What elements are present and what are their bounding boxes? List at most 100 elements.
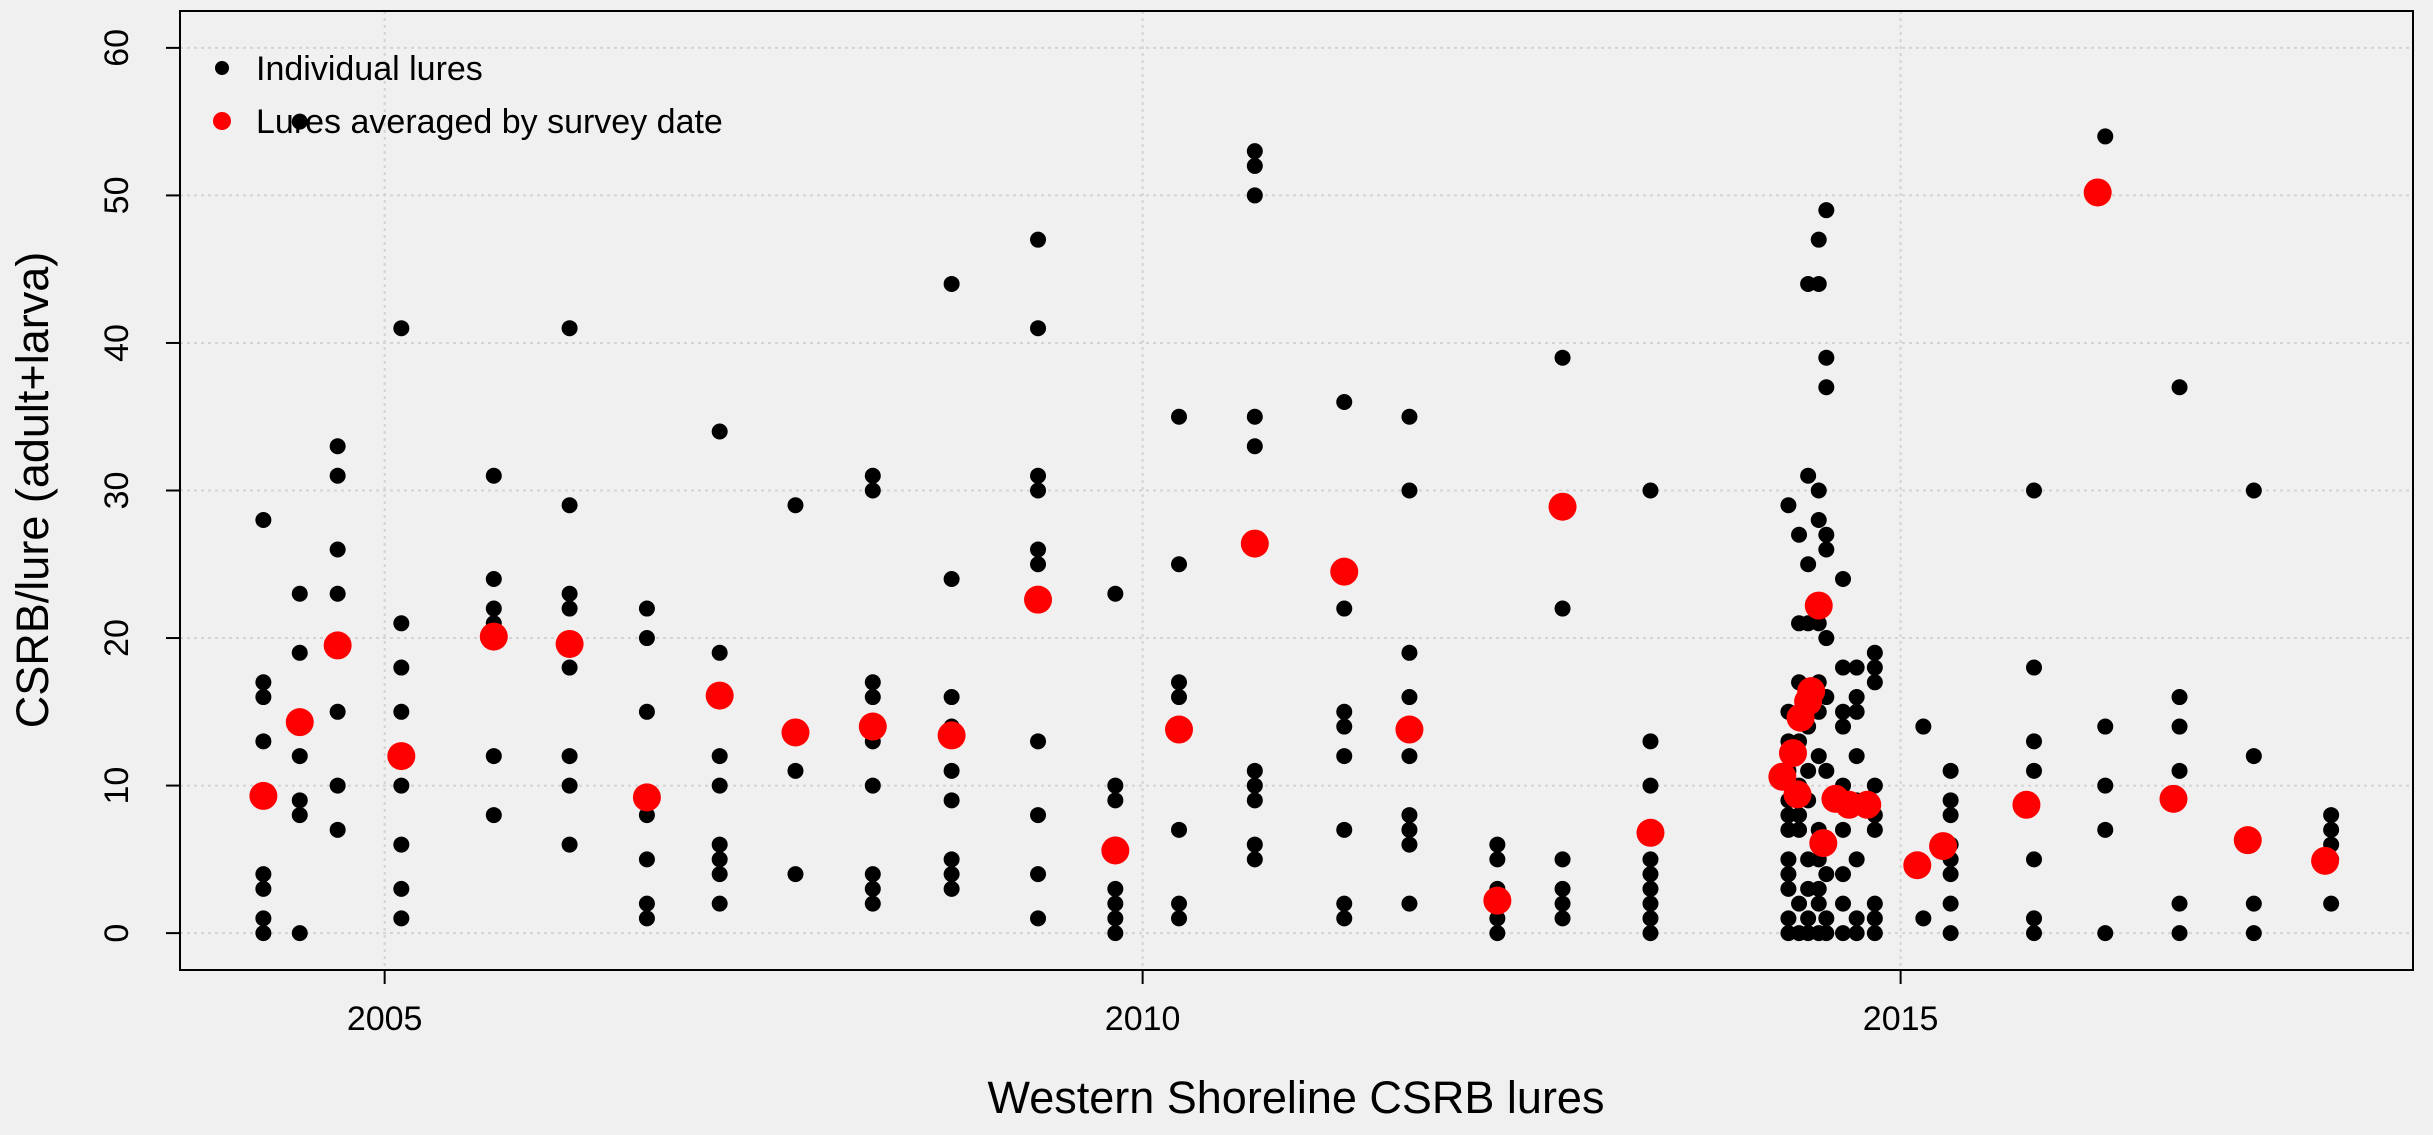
point xyxy=(255,674,272,691)
point xyxy=(1810,231,1827,248)
point xyxy=(329,777,346,794)
point xyxy=(329,438,346,455)
point xyxy=(1866,821,1883,838)
point xyxy=(1810,895,1827,912)
point xyxy=(1246,762,1263,779)
point xyxy=(638,851,655,868)
point xyxy=(781,718,810,747)
point xyxy=(1642,895,1659,912)
point xyxy=(1848,659,1865,676)
point xyxy=(711,423,728,440)
point xyxy=(1336,821,1353,838)
point xyxy=(387,742,416,771)
point xyxy=(1336,718,1353,735)
point xyxy=(1866,659,1883,676)
point xyxy=(2026,925,2043,942)
point xyxy=(1401,482,1418,499)
point xyxy=(1853,790,1882,819)
point xyxy=(1866,895,1883,912)
point xyxy=(1030,541,1047,558)
point xyxy=(1942,807,1959,824)
point xyxy=(1401,836,1418,853)
point xyxy=(1866,925,1883,942)
point xyxy=(1030,556,1047,573)
point xyxy=(1848,925,1865,942)
point xyxy=(1780,910,1797,927)
point xyxy=(1489,910,1506,927)
point xyxy=(2323,821,2340,838)
point xyxy=(2097,925,2114,942)
point xyxy=(291,792,308,809)
point xyxy=(1642,777,1659,794)
point xyxy=(1783,780,1812,809)
point xyxy=(1489,836,1506,853)
point xyxy=(1848,910,1865,927)
point xyxy=(2171,718,2188,735)
point xyxy=(255,925,272,942)
point xyxy=(864,467,881,484)
point xyxy=(2012,790,2041,819)
legend: Individual lures Lures averaged by survey… xyxy=(213,50,723,141)
point xyxy=(2026,851,2043,868)
point xyxy=(1780,866,1797,883)
point xyxy=(1030,733,1047,750)
point xyxy=(1336,895,1353,912)
point xyxy=(1866,674,1883,691)
point xyxy=(2171,895,2188,912)
point xyxy=(1246,851,1263,868)
point xyxy=(1818,349,1835,366)
point xyxy=(1810,880,1827,897)
point xyxy=(638,895,655,912)
point xyxy=(943,880,960,897)
legend-label: Individual lures xyxy=(256,50,483,88)
x-tick-label: 2005 xyxy=(347,1000,423,1038)
point xyxy=(1810,275,1827,292)
y-tick-label: 20 xyxy=(98,619,136,657)
point xyxy=(2097,821,2114,838)
point xyxy=(1483,886,1512,915)
point xyxy=(858,712,887,741)
point xyxy=(2323,807,2340,824)
point xyxy=(1246,836,1263,853)
point xyxy=(1866,777,1883,794)
point xyxy=(2233,826,2262,855)
point xyxy=(1030,807,1047,824)
point xyxy=(1548,492,1577,521)
point xyxy=(1171,689,1188,706)
point xyxy=(1246,157,1263,174)
point xyxy=(1401,748,1418,765)
point xyxy=(2171,689,2188,706)
point xyxy=(1818,925,1835,942)
point xyxy=(1797,677,1826,706)
point xyxy=(1818,541,1835,558)
point xyxy=(1336,393,1353,410)
point xyxy=(1401,807,1418,824)
point xyxy=(2026,762,2043,779)
point xyxy=(1554,895,1571,912)
point xyxy=(1800,467,1817,484)
point xyxy=(2026,482,2043,499)
point xyxy=(2171,379,2188,396)
point xyxy=(2026,910,2043,927)
point xyxy=(1401,821,1418,838)
point xyxy=(255,910,272,927)
point xyxy=(2026,659,2043,676)
point xyxy=(1835,925,1852,942)
point xyxy=(1401,644,1418,661)
point xyxy=(291,925,308,942)
point xyxy=(1107,910,1124,927)
point xyxy=(638,600,655,617)
point xyxy=(943,762,960,779)
point xyxy=(1489,851,1506,868)
point xyxy=(1942,895,1959,912)
point xyxy=(1024,585,1053,614)
point xyxy=(561,497,578,514)
point xyxy=(1810,482,1827,499)
point xyxy=(864,866,881,883)
point xyxy=(255,880,272,897)
x-tick-label: 2010 xyxy=(1105,1000,1181,1038)
point xyxy=(2245,748,2262,765)
point xyxy=(1401,895,1418,912)
point xyxy=(1848,851,1865,868)
